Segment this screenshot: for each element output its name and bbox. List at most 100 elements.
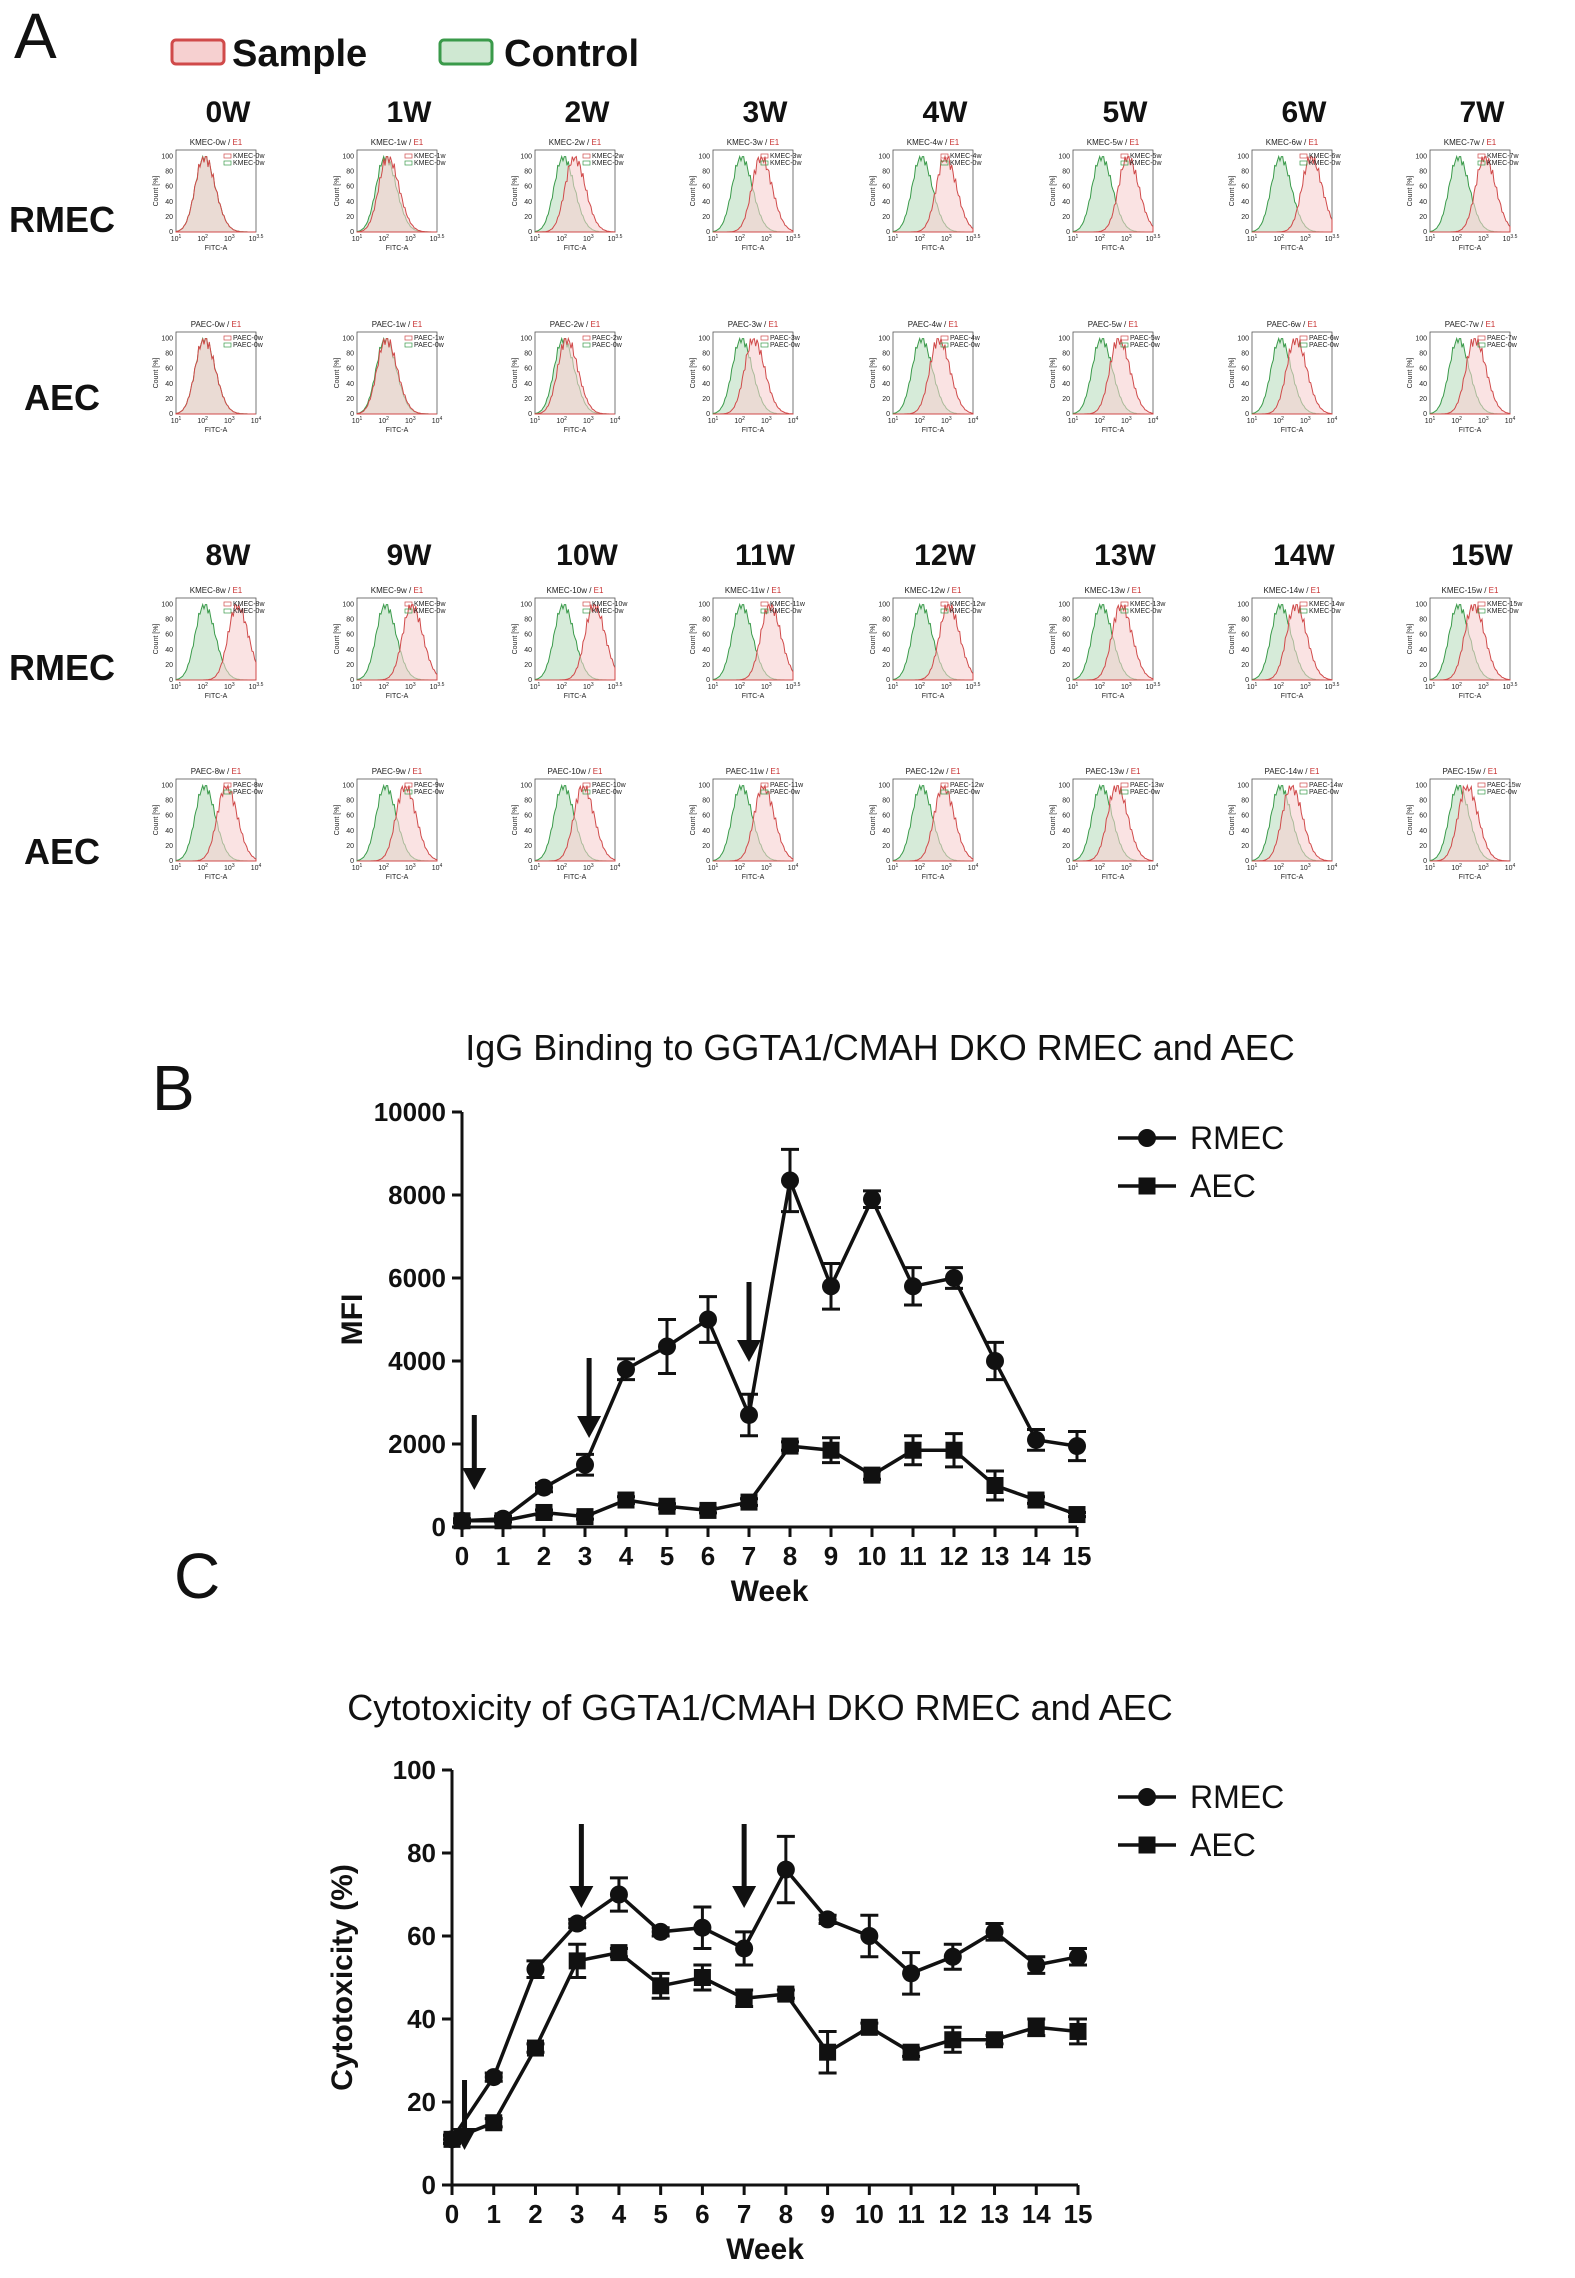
series-line-rmec: [450, 1866, 1079, 2141]
histogram-title: KMEC-6w / E1: [1266, 138, 1319, 147]
mini-legend-control-swatch: [1477, 342, 1486, 348]
sample-histogram: [713, 603, 794, 681]
mini-legend-sample-swatch: [1299, 335, 1308, 341]
legend-item-aec: AEC: [1118, 1168, 1256, 1204]
mini-y-tick: 100: [698, 783, 710, 790]
legend-label-rmec: RMEC: [1190, 1120, 1284, 1156]
mini-y-tick: 0: [528, 411, 532, 418]
mini-legend-sample-swatch: [1120, 782, 1129, 788]
mini-legend-control: KMEC-0w: [950, 160, 982, 167]
data-point-rmec: [985, 1922, 1004, 1941]
mini-y-tick: 80: [1241, 351, 1249, 358]
mini-y-tick: 20: [882, 396, 890, 403]
sample-histogram: [1073, 156, 1154, 233]
histogram-title: PAEC-8w / E1: [191, 767, 242, 776]
mini-y-tick: 0: [1423, 411, 1427, 418]
histogram-title: KMEC-8w / E1: [190, 586, 243, 595]
mini-x-tick: 103: [224, 416, 235, 425]
histogram-title: KMEC-9w / E1: [371, 586, 424, 595]
mini-y-tick: 80: [1241, 617, 1249, 624]
mini-legend-control-swatch: [404, 789, 413, 795]
data-point-aec: [735, 1989, 753, 2007]
data-point-rmec: [609, 1885, 628, 1904]
mini-x-tick: 102: [556, 682, 567, 691]
mini-x-label: FITC-A: [386, 693, 409, 700]
mini-x-tick: 103.5: [430, 234, 445, 243]
histogram-title: PAEC-1w / E1: [372, 320, 423, 329]
x-tick-label: 5: [653, 2199, 667, 2229]
sample-histogram: [357, 604, 438, 681]
mini-y-tick: 0: [886, 858, 890, 865]
x-tick-label: 9: [824, 1541, 838, 1571]
mini-y-tick: 100: [1058, 336, 1070, 343]
mini-x-tick: 101: [352, 682, 363, 691]
week-header-4w: 4W: [923, 96, 969, 129]
week-header-14w: 14W: [1273, 539, 1335, 572]
mini-y-tick: 100: [1058, 602, 1070, 609]
mini-y-tick: 40: [346, 647, 354, 654]
x-tick-label: 10: [855, 2199, 884, 2229]
mini-x-tick: 104: [788, 416, 799, 425]
mini-y-label: Count [%]: [690, 176, 697, 207]
data-point-rmec: [699, 1310, 717, 1329]
mini-y-tick: 100: [520, 154, 532, 161]
mini-legend-control-swatch: [1477, 160, 1486, 166]
mini-y-tick: 100: [342, 783, 354, 790]
mini-x-tick: 101: [530, 682, 541, 691]
x-tick-label: 2: [528, 2199, 542, 2229]
data-point-rmec: [617, 1360, 635, 1379]
mini-x-tick: 103: [405, 682, 416, 691]
x-tick-label: 6: [701, 1541, 715, 1571]
data-point-rmec: [781, 1171, 799, 1190]
mini-legend-sample-swatch: [760, 782, 769, 788]
mini-legend-sample-swatch: [760, 601, 769, 607]
mini-y-tick: 60: [165, 632, 173, 639]
mini-x-tick: 103: [1300, 416, 1311, 425]
mini-x-tick: 103.5: [430, 682, 445, 691]
data-point-rmec: [1068, 1437, 1086, 1456]
mini-legend-control: PAEC-0w: [1487, 789, 1518, 796]
mini-x-label: FITC-A: [922, 245, 945, 252]
mini-y-tick: 40: [1062, 381, 1070, 388]
mini-x-label: FITC-A: [1281, 427, 1304, 434]
mini-legend-control-swatch: [940, 789, 949, 795]
mini-x-label: FITC-A: [1281, 245, 1304, 252]
mini-y-tick: 60: [1419, 366, 1427, 373]
mini-y-tick: 100: [161, 602, 173, 609]
mini-y-tick: 60: [524, 184, 532, 191]
mini-y-tick: 60: [524, 366, 532, 373]
mini-x-label: FITC-A: [205, 245, 228, 252]
mini-legend-sample-swatch: [1299, 601, 1308, 607]
sample-histogram: [356, 156, 437, 233]
mini-legend-sample-swatch: [940, 782, 949, 788]
data-point-rmec: [651, 1922, 670, 1941]
row-label-rmec: RMEC: [9, 199, 115, 240]
data-point-aec: [740, 1493, 758, 1511]
sample-histogram: [175, 338, 256, 415]
mini-x-tick: 101: [1068, 682, 1079, 691]
mini-y-label: Count [%]: [870, 624, 877, 655]
mini-legend-control: PAEC-0w: [1130, 342, 1161, 349]
mini-legend-sample: KMEC-3w: [770, 153, 802, 160]
x-tick-label: 7: [737, 2199, 751, 2229]
mini-x-tick: 103.5: [966, 234, 981, 243]
mini-x-tick: 102: [378, 416, 389, 425]
mini-y-tick: 80: [524, 351, 532, 358]
mini-y-tick: 60: [1062, 366, 1070, 373]
y-tick-label: 0: [432, 1512, 446, 1542]
mini-y-tick: 80: [702, 169, 710, 176]
data-point-aec: [658, 1497, 676, 1515]
mini-legend-control-swatch: [760, 789, 769, 795]
mini-x-tick: 101: [1068, 416, 1079, 425]
mini-x-label: FITC-A: [1102, 245, 1125, 252]
mini-y-tick: 60: [1062, 632, 1070, 639]
mini-y-label: Count [%]: [690, 624, 697, 655]
data-point-rmec: [576, 1455, 594, 1474]
mini-y-tick: 40: [1419, 647, 1427, 654]
mini-legend-control-swatch: [1477, 789, 1486, 795]
mini-y-label: Count [%]: [512, 358, 519, 389]
